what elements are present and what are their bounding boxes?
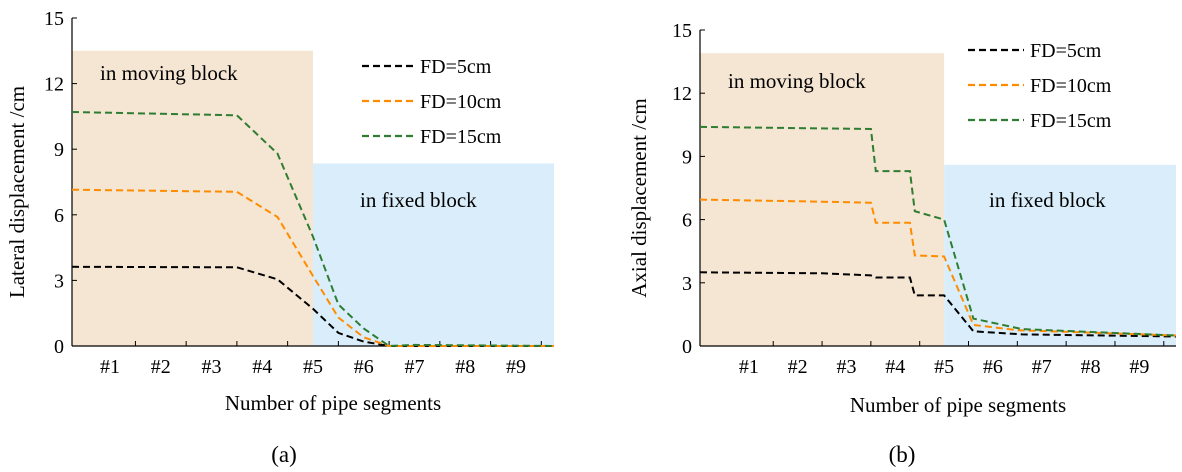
x-tick-label: #9 [1129, 356, 1149, 378]
y-tick-label: 0 [682, 336, 692, 358]
x-axis-label: Number of pipe segments [850, 393, 1066, 417]
y-tick-label: 12 [44, 74, 64, 96]
x-tick-label: #5 [303, 356, 323, 378]
legend-entry: FD=5cm [1030, 40, 1102, 62]
legend-entry: FD=10cm [420, 91, 502, 113]
y-tick-label: 0 [54, 336, 64, 358]
legend-entry: FD=10cm [1030, 75, 1112, 97]
y-tick-label: 12 [672, 83, 692, 105]
x-tick-label: #4 [885, 356, 905, 378]
x-tick-label: #4 [252, 356, 272, 378]
series-line-FD=5cm [699, 271, 1177, 338]
panel-label: (b) [889, 442, 916, 467]
y-tick-label: 15 [672, 20, 692, 42]
x-tick-label: #7 [1032, 356, 1052, 378]
y-axis-label: Axial displacement /cm [627, 98, 651, 297]
fixed-block-region [944, 164, 1176, 346]
series-line-FD=10cm [71, 188, 554, 347]
x-tick-label: #8 [455, 356, 475, 378]
legend-entry: FD=15cm [420, 126, 502, 148]
x-tick-label: #2 [151, 356, 171, 378]
series-line-FD=15cm [71, 111, 555, 348]
x-tick-label: #8 [1081, 356, 1101, 378]
x-tick-label: #1 [100, 356, 120, 378]
y-tick-label: 9 [682, 146, 692, 168]
legend-entry: FD=15cm [1030, 110, 1112, 132]
x-tick-label: #7 [404, 356, 424, 378]
y-axis-label: Lateral displacement /cm [5, 86, 29, 298]
series-line-FD=15cm [699, 125, 1177, 337]
fixed-block-region [313, 163, 554, 346]
fixed-block-label: in fixed block [989, 188, 1106, 212]
fixed-block-label: in fixed block [360, 188, 477, 212]
x-tick-label: #6 [354, 356, 374, 378]
x-tick-label: #9 [506, 356, 526, 378]
y-tick-label: 15 [44, 8, 64, 30]
x-tick-label: #3 [202, 356, 222, 378]
x-tick-label: #1 [739, 356, 759, 378]
legend-entry: FD=5cm [420, 56, 492, 78]
y-tick-label: 9 [54, 139, 64, 161]
moving-block-label: in moving block [728, 69, 866, 93]
x-tick-label: #2 [788, 356, 808, 378]
chart-panel-a: in moving block in fixed block 0 3 6 9 12 15 #1 #… [5, 8, 555, 467]
x-tick-label: #3 [836, 356, 856, 378]
y-tick-label: 6 [54, 205, 64, 227]
moving-block-label: in moving block [100, 61, 238, 85]
y-tick-label: 6 [682, 210, 692, 232]
chart-panel-b: in moving block in fixed block 0 3 6 9 12 15 #1 #… [627, 20, 1177, 467]
y-tick-label: 3 [54, 270, 64, 292]
moving-block-region [700, 53, 945, 346]
moving-block-region [72, 50, 313, 347]
panel-label: (a) [271, 442, 297, 467]
x-tick-label: #6 [983, 356, 1003, 378]
x-tick-label: #5 [934, 356, 954, 378]
x-axis-label: Number of pipe segments [225, 391, 441, 415]
y-tick-label: 3 [682, 273, 692, 295]
series-line-FD=10cm [699, 198, 1177, 337]
